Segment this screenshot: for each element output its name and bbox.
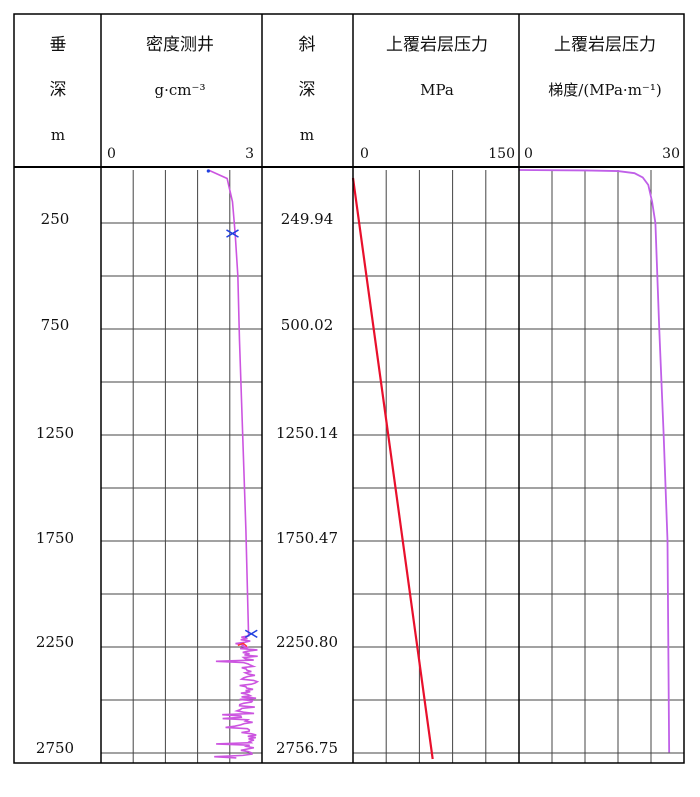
pressure-header-title: 上覆岩层压力 <box>386 35 488 55</box>
pressure-axis-max: 150 <box>488 146 515 162</box>
density-axis-max: 3 <box>245 146 254 162</box>
outer-border <box>13 13 685 764</box>
density-marker-stroke <box>226 229 239 238</box>
md-header-line2: 深 <box>299 80 316 100</box>
gradient-header-title: 上覆岩层压力 <box>554 35 656 55</box>
density-header-unit: g·cm⁻³ <box>155 81 206 99</box>
md-label: 249.94 <box>281 210 334 228</box>
density-marker-stroke <box>244 629 258 639</box>
gradient-curve <box>518 169 671 753</box>
density-axis-min: 0 <box>107 146 116 162</box>
pressure-curve <box>351 177 434 760</box>
md-label: 1250.14 <box>276 424 338 442</box>
pressure-header-unit: MPa <box>420 81 454 99</box>
tvd-depth-labels: 250 750 1250 1750 2250 2750 <box>36 210 74 757</box>
md-depth-labels: 249.94 500.02 1250.14 1750.47 2250.80 27… <box>276 210 338 757</box>
md-label: 1750.47 <box>276 529 338 547</box>
pressure-axis-min: 0 <box>360 146 369 162</box>
tvd-label: 1250 <box>36 424 74 442</box>
md-header-unit: m <box>300 126 314 144</box>
tvd-label: 1750 <box>36 529 74 547</box>
md-label: 500.02 <box>281 316 334 334</box>
density-marker <box>226 229 239 238</box>
gradient-axis-max: 30 <box>662 146 680 162</box>
density-header-title: 密度测井 <box>146 35 214 55</box>
md-label: 2250.80 <box>276 633 338 651</box>
tvd-header-line2: 深 <box>50 80 67 100</box>
gradient-header-unit: 梯度/(MPa·m⁻¹) <box>548 81 661 99</box>
grids <box>101 170 684 763</box>
density-start-point <box>206 169 210 173</box>
density-red-segment <box>237 642 248 648</box>
density-marker <box>244 629 258 639</box>
tvd-label: 2750 <box>36 739 74 757</box>
curves <box>206 169 671 760</box>
header: 垂 深 m 密度测井 g·cm⁻³ 0 3 斜 深 m 上覆岩层压力 MPa 0… <box>50 35 681 162</box>
tvd-header-unit: m <box>51 126 65 144</box>
frame <box>13 13 685 764</box>
md-label: 2756.75 <box>276 739 338 757</box>
tvd-label: 250 <box>41 210 70 228</box>
gradient-axis-min: 0 <box>524 146 533 162</box>
tvd-label: 750 <box>41 316 70 334</box>
md-header-line1: 斜 <box>299 35 316 55</box>
tvd-label: 2250 <box>36 633 74 651</box>
density-curve <box>208 169 260 759</box>
tvd-header-line1: 垂 <box>50 35 67 55</box>
